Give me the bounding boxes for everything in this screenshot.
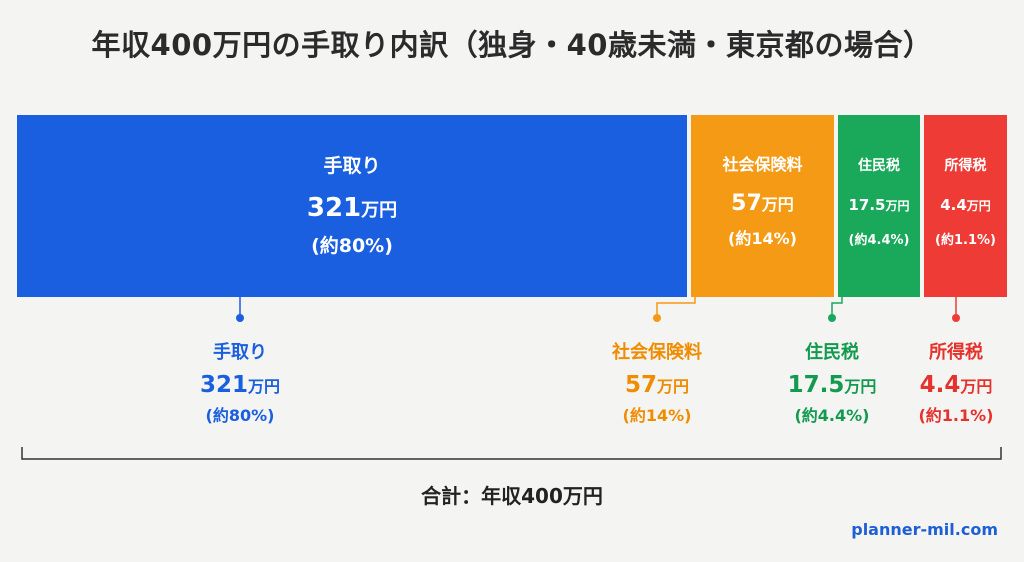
bar-label-1: 手取り bbox=[323, 154, 380, 177]
chart-title: 年収400万円の手取り内訳（独身・40歳未満・東京都の場合） bbox=[91, 28, 933, 62]
callout-dot-2 bbox=[653, 314, 661, 322]
callout-dot-3 bbox=[828, 314, 836, 322]
callout-percent-4: (約1.1%) bbox=[918, 406, 993, 425]
callout-value-1: 321万円 bbox=[200, 372, 280, 398]
callout-value-2: 57万円 bbox=[625, 372, 689, 398]
callout-value-3: 17.5万円 bbox=[788, 372, 877, 398]
bar-4 bbox=[924, 115, 1007, 297]
callout-dot-4 bbox=[952, 314, 960, 322]
bar-percent-4: (約1.1%) bbox=[935, 232, 996, 248]
callout-percent-2: (約14%) bbox=[623, 406, 692, 425]
callout-line-2 bbox=[656, 297, 696, 318]
callout-name-4: 所得税 bbox=[929, 341, 983, 363]
callout-value-4: 4.4万円 bbox=[920, 372, 993, 398]
callout-percent-3: (約4.4%) bbox=[794, 406, 869, 425]
callout-percent-1: (約80%) bbox=[206, 406, 275, 425]
source-label: planner-mil.com bbox=[851, 520, 998, 539]
bar-segments: 手取り 321万円 (約80%) 社会保険料 57万円 (約14%) 住民税 17.5万円 (約… bbox=[17, 115, 1007, 297]
bar-percent-1: (約80%) bbox=[311, 234, 393, 257]
callout-line-3 bbox=[831, 297, 843, 318]
bar-label-3: 住民税 bbox=[858, 157, 900, 174]
total-label: 合計：年収400万円 bbox=[421, 484, 603, 508]
bracket-line bbox=[21, 447, 1002, 460]
bar-3 bbox=[838, 115, 920, 297]
bar-percent-2: (約14%) bbox=[728, 229, 797, 248]
callout-dot-1 bbox=[236, 314, 244, 322]
bar-label-2: 社会保険料 bbox=[721, 155, 802, 174]
bar-2 bbox=[691, 115, 834, 297]
bar-value-2: 57万円 bbox=[731, 191, 794, 216]
bar-value-1: 321万円 bbox=[307, 193, 397, 223]
callout-name-3: 住民税 bbox=[805, 341, 859, 363]
bar-percent-3: (約4.4%) bbox=[849, 232, 910, 248]
bar-value-3: 17.5万円 bbox=[848, 196, 909, 214]
callouts: 手取り 321万円 (約80%) 社会保険料 57万円 (約14%) 住民税 17.5万円 (約… bbox=[200, 297, 994, 425]
callout-name-2: 社会保険料 bbox=[612, 341, 702, 363]
bar-1 bbox=[17, 115, 687, 297]
callout-name-1: 手取り bbox=[213, 341, 267, 363]
bar-value-4: 4.4万円 bbox=[940, 196, 991, 214]
total-bracket bbox=[21, 447, 1002, 460]
bar-label-4: 所得税 bbox=[945, 157, 987, 174]
